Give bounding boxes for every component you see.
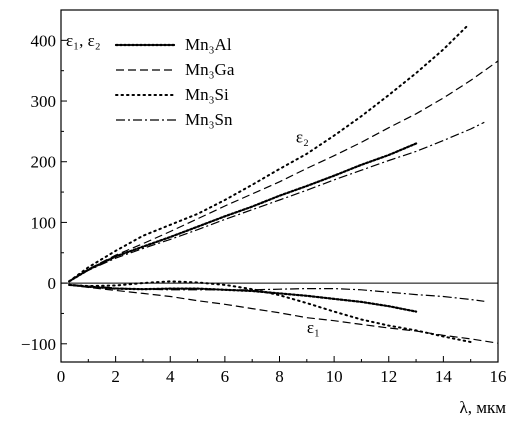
series-line <box>68 142 418 283</box>
curve-annotation: ε₁ <box>307 318 320 337</box>
legend-label: Mn₃Ga <box>185 60 235 79</box>
series-line <box>69 284 499 344</box>
x-tick-label: 0 <box>57 367 66 386</box>
y-axis-label: ε₁, ε₂ <box>66 31 101 50</box>
x-tick-label: 2 <box>111 367 120 386</box>
x-axis: 0 2 4 6 8 10 12 14 16 <box>57 356 507 386</box>
legend-label: Mn₃Si <box>185 85 229 104</box>
legend-label: Mn₃Sn <box>185 110 233 129</box>
legend-label: Mn₃Al <box>185 35 232 54</box>
y-tick-label: 300 <box>31 92 57 111</box>
x-tick-label: 4 <box>166 367 175 386</box>
series-layer <box>68 24 499 344</box>
y-tick-label: 100 <box>31 213 57 232</box>
y-tick-label: 200 <box>31 153 57 172</box>
y-tick-label: 0 <box>48 274 57 293</box>
series-line <box>68 280 472 343</box>
x-tick-label: 14 <box>435 367 453 386</box>
x-axis-label: λ, мкм <box>459 398 506 417</box>
x-tick-label: 10 <box>326 367 343 386</box>
x-tick-label: 8 <box>275 367 284 386</box>
legend: Mn₃Al Mn₃Ga Mn₃Si Mn₃Sn <box>114 35 235 129</box>
x-tick-label: 12 <box>380 367 397 386</box>
y-tick-label: −100 <box>21 335 56 354</box>
curve-annotation: ε₂ <box>296 127 309 146</box>
annotations: ε₂ ε₁ <box>296 127 320 337</box>
x-tick-label: 6 <box>221 367 230 386</box>
series-line <box>68 121 485 282</box>
y-axis: −100 0 100 200 300 400 <box>21 31 67 354</box>
series-line <box>68 60 499 282</box>
x-tick-label: 16 <box>490 367 507 386</box>
series-line <box>69 284 485 302</box>
plot-frame <box>60 9 499 363</box>
series-line <box>68 24 469 283</box>
y-tick-label: 400 <box>31 31 57 50</box>
